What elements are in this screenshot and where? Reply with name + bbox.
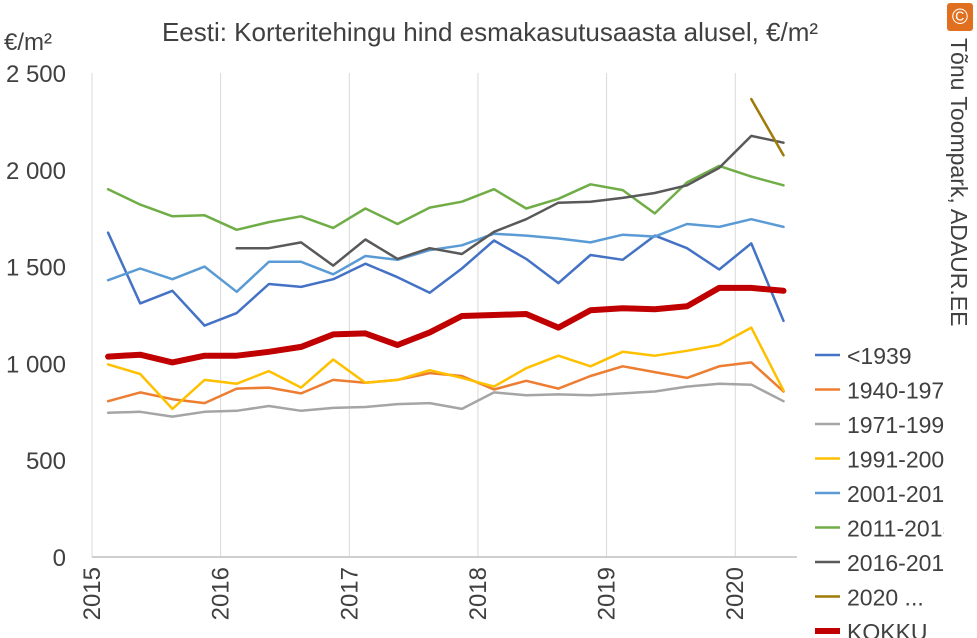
series-line-kokku	[105, 284, 787, 366]
legend-label: 2016-2019	[847, 550, 957, 576]
series-line-1940-1970	[106, 361, 785, 405]
copyright-badge	[947, 3, 973, 31]
series-line-2020	[750, 97, 785, 157]
x-tick-label: 2017	[336, 567, 363, 620]
y-tick-label: 500	[26, 448, 66, 475]
y-tick-label: 1 000	[6, 351, 66, 378]
series-line-2001-2010	[106, 217, 785, 294]
legend-label: 1971-1990	[847, 412, 957, 438]
y-axis-label: €/m²	[4, 29, 52, 56]
series-line-1971-1990	[106, 382, 785, 418]
series-line-2016-2019	[235, 134, 785, 267]
legend-label: 2001-2010	[847, 481, 957, 507]
y-tick-label: 2 500	[6, 61, 66, 88]
x-tick-label: 2016	[208, 567, 235, 620]
series-line-1991-2000	[106, 326, 785, 411]
y-tick-label: 0	[53, 545, 66, 572]
x-tick-label: 2015	[79, 567, 106, 620]
x-tick-label: 2018	[465, 567, 492, 620]
series-line-1939	[106, 231, 785, 327]
legend-label: <1939	[847, 343, 912, 369]
copyright: © Tõnu Toompark, ADAUR.EE	[944, 0, 977, 638]
x-tick-labels: 2015 2016 2017 2018 2019 2020	[79, 567, 749, 620]
legend-label: KOKKU	[847, 619, 928, 638]
y-tick-labels: 0 500 1 000 1 500 2 000 2 500	[6, 61, 66, 572]
chart-title: Eesti: Korteritehingu hind esmakasutusaa…	[162, 17, 818, 47]
x-tick-label: 2019	[594, 567, 621, 620]
legend-label: 2011-2015	[847, 516, 955, 542]
copyright-text: Tõnu Toompark, ADAUR.EE	[946, 38, 972, 326]
legend: <1939 1940-1970 1971-1990 1991-2000 2001-201…	[815, 343, 957, 638]
legend-label: 1991-2000	[847, 447, 957, 473]
legend-label: 1940-1970	[847, 378, 957, 404]
grid	[91, 73, 797, 558]
copyright-symbol-icon: ©	[952, 4, 968, 29]
x-tick-label: 2020	[722, 567, 749, 620]
y-tick-label: 2 000	[6, 158, 66, 185]
y-tick-label: 1 500	[6, 255, 66, 282]
legend-label: 2020 ...	[847, 585, 924, 611]
series-line-2011-2015	[106, 164, 785, 232]
series-lines	[105, 97, 787, 418]
